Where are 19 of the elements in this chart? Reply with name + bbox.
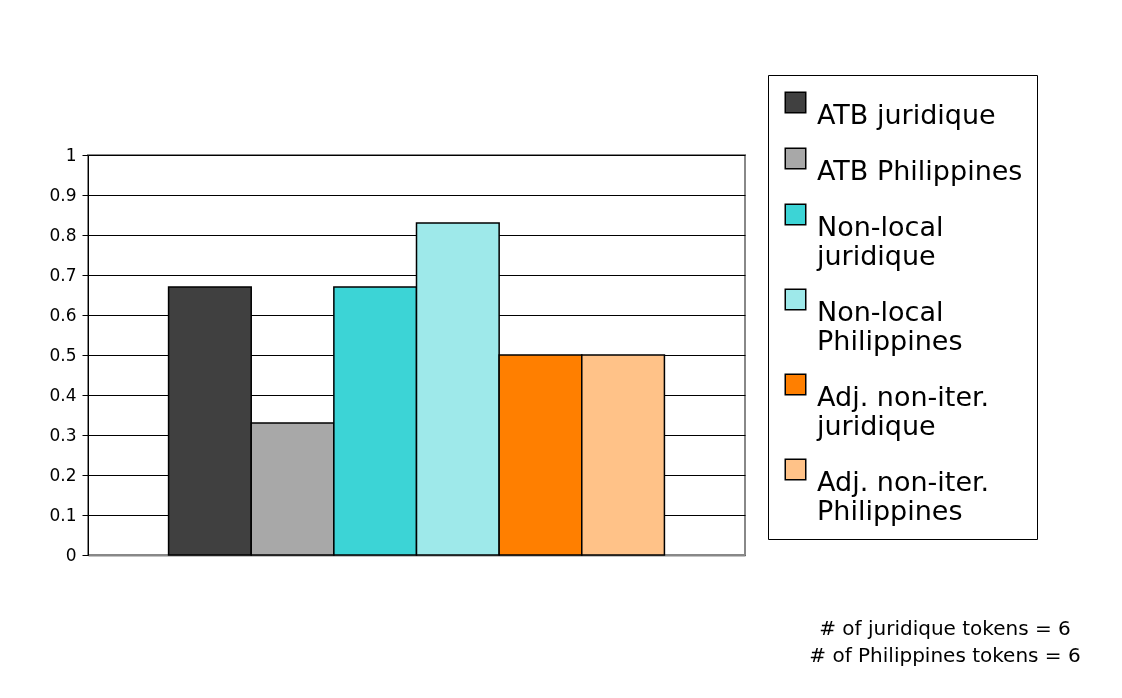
legend-label: Adj. non-iter. Philippines — [817, 465, 990, 526]
y-tick-label: 0 — [65, 544, 77, 565]
y-tick-label: 0.7 — [49, 264, 77, 285]
y-tick-label: 0.6 — [49, 304, 77, 325]
legend-label: Non-local Philippines — [817, 295, 963, 356]
legend-label: ATB juridique — [817, 98, 996, 130]
text: # of juridique tokens = 6 — [818, 615, 1072, 642]
legend-label: Adj. non-iter. juridique — [816, 380, 990, 441]
legend-label: ATB Philippines — [817, 154, 1023, 186]
y-tick-label: 0.5 — [49, 344, 77, 365]
y-tick-label: 0.4 — [49, 384, 77, 405]
text: # of Philippines tokens = 6 — [808, 642, 1082, 669]
y-tick-label: 0.1 — [49, 504, 77, 525]
legend-label: Non-local juridique — [816, 210, 944, 271]
y-tick-label: 0.8 — [49, 224, 77, 245]
y-tick-label: 0.9 — [49, 184, 77, 205]
y-tick-label: 0.3 — [49, 424, 77, 445]
y-tick-label: 1 — [65, 144, 77, 165]
y-tick-label: 0.2 — [49, 464, 77, 485]
